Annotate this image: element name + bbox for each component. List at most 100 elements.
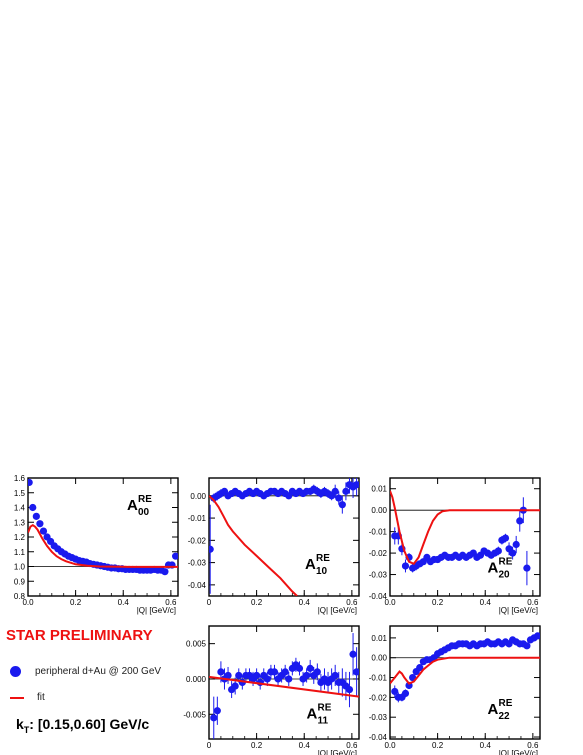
y-tick-label: 0.000 bbox=[186, 675, 207, 684]
y-tick-label: 1.1 bbox=[14, 548, 26, 557]
data-point bbox=[39, 527, 48, 535]
x-tick-label: 0.6 bbox=[346, 741, 358, 750]
panel-a00: 0.8 0.9 1.0 1.1 1.2 1.3 1.4 1.5 1.6 0.0 0.2 0.4 0.6|… bbox=[14, 474, 179, 615]
x-tick-label: 0 bbox=[207, 741, 212, 750]
data-marker-icon bbox=[10, 666, 21, 677]
data-point bbox=[28, 478, 33, 487]
data-series bbox=[28, 478, 178, 576]
y-tick-label: -0.03 bbox=[369, 713, 388, 722]
x-tick-label: 0.2 bbox=[432, 741, 444, 750]
panel-label-sub: 22 bbox=[499, 711, 511, 722]
x-tick-label: 0.6 bbox=[165, 598, 177, 607]
y-tick-label: -0.03 bbox=[369, 571, 388, 580]
legend-fit-entry: fit bbox=[10, 692, 45, 703]
data-point bbox=[416, 664, 424, 672]
y-tick-label: 0.00 bbox=[371, 654, 387, 663]
panel-label: A bbox=[488, 559, 499, 576]
y-tick-label: 1.6 bbox=[14, 474, 26, 483]
data-point bbox=[224, 671, 232, 680]
data-point bbox=[209, 545, 214, 553]
data-series bbox=[209, 478, 359, 594]
panel-label-sub: 20 bbox=[499, 569, 511, 580]
y-tick-label: 0.8 bbox=[14, 592, 26, 601]
plot-frame bbox=[208, 477, 360, 597]
data-point bbox=[345, 685, 354, 694]
data-point bbox=[516, 517, 524, 525]
y-tick-label: 0.005 bbox=[186, 640, 207, 649]
fit-curve bbox=[390, 656, 540, 685]
y-tick-label: -0.02 bbox=[369, 693, 388, 702]
data-point bbox=[36, 520, 44, 528]
data-point bbox=[509, 549, 517, 557]
x-tick-label: 0.6 bbox=[346, 598, 358, 607]
x-tick-label: 0.2 bbox=[432, 598, 444, 607]
data-point bbox=[523, 642, 531, 650]
data-point bbox=[285, 675, 293, 683]
data-point bbox=[172, 552, 178, 560]
x-axis-label: |Q| [GeV/c] bbox=[318, 606, 357, 615]
y-tick-label: 1.4 bbox=[14, 504, 26, 513]
panel-label: A bbox=[307, 706, 318, 723]
data-point bbox=[512, 540, 520, 549]
data-point bbox=[401, 689, 410, 698]
panel-label-sup: RE bbox=[316, 553, 330, 564]
panel-a20: -0.04 -0.03 -0.02 -0.01 0.00 0.01 0.0 0.2 0.4 0.6… bbox=[369, 477, 541, 615]
y-tick-label: -0.02 bbox=[369, 549, 388, 558]
y-tick-label: -0.03 bbox=[188, 559, 207, 568]
legend-data-label: peripheral d+Au @ 200 GeV bbox=[35, 666, 162, 677]
x-tick-label: 0.2 bbox=[251, 741, 263, 750]
y-tick-label: 0.01 bbox=[371, 634, 387, 643]
panel-a22: -0.04 -0.03 -0.02 -0.01 0.00 0.01 0.0 0.2 0.4 0.6… bbox=[369, 625, 541, 755]
panel-label-sup: RE bbox=[499, 698, 513, 709]
data-point bbox=[270, 668, 279, 676]
data-point bbox=[353, 481, 359, 489]
panel-a10: -0.04 -0.03 -0.02 -0.01 0.00 0 0.2 0.4 0.6|Q| [G… bbox=[188, 477, 360, 615]
y-tick-label: 0.9 bbox=[14, 577, 26, 586]
data-point bbox=[401, 562, 410, 570]
data-point bbox=[295, 664, 304, 672]
y-tick-label: -0.04 bbox=[369, 733, 388, 742]
panel-label-sub: 00 bbox=[138, 507, 150, 518]
y-tick-label: -0.005 bbox=[183, 710, 206, 719]
x-axis-label: |Q| [GeV/c] bbox=[499, 749, 538, 755]
y-tick-label: 1.3 bbox=[14, 518, 26, 527]
panel-label: A bbox=[305, 556, 316, 573]
x-tick-label: 0.4 bbox=[299, 598, 311, 607]
x-axis-label: |Q| [GeV/c] bbox=[318, 749, 357, 755]
fit-curve bbox=[28, 524, 178, 568]
data-point bbox=[217, 668, 225, 676]
plot-frame bbox=[389, 477, 541, 597]
x-axis-label: |Q| [GeV/c] bbox=[137, 606, 176, 615]
x-tick-label: 0.2 bbox=[251, 598, 263, 607]
data-point bbox=[210, 714, 218, 722]
y-tick-label: 0.01 bbox=[371, 485, 387, 494]
data-point bbox=[391, 687, 399, 696]
data-point bbox=[353, 668, 359, 676]
x-tick-label: 0.2 bbox=[70, 598, 82, 607]
x-tick-label: 0.6 bbox=[527, 598, 539, 607]
data-series bbox=[210, 633, 359, 739]
data-point bbox=[306, 664, 314, 672]
x-tick-label: 0.4 bbox=[480, 741, 492, 750]
fit-curve bbox=[209, 495, 298, 596]
y-tick-label: -0.02 bbox=[188, 536, 207, 545]
panel-label-sup: RE bbox=[138, 494, 152, 505]
x-tick-label: 0.0 bbox=[384, 741, 396, 750]
data-point bbox=[349, 650, 357, 658]
fit-curve bbox=[209, 675, 359, 698]
y-tick-label: 0.00 bbox=[190, 492, 206, 501]
data-point bbox=[338, 501, 346, 509]
y-tick-label: 1.5 bbox=[14, 489, 26, 498]
panel-label-sub: 11 bbox=[318, 716, 329, 727]
x-axis-label: |Q| [GeV/c] bbox=[499, 606, 538, 615]
data-point bbox=[281, 668, 289, 676]
plot-frame bbox=[208, 625, 360, 740]
x-tick-label: 0.4 bbox=[480, 598, 492, 607]
x-tick-label: 0.0 bbox=[384, 598, 396, 607]
data-point bbox=[235, 671, 243, 680]
y-tick-label: 1.2 bbox=[14, 533, 26, 542]
panel-label: A bbox=[488, 701, 499, 718]
x-tick-label: 0.6 bbox=[527, 741, 539, 750]
data-point bbox=[494, 547, 502, 555]
